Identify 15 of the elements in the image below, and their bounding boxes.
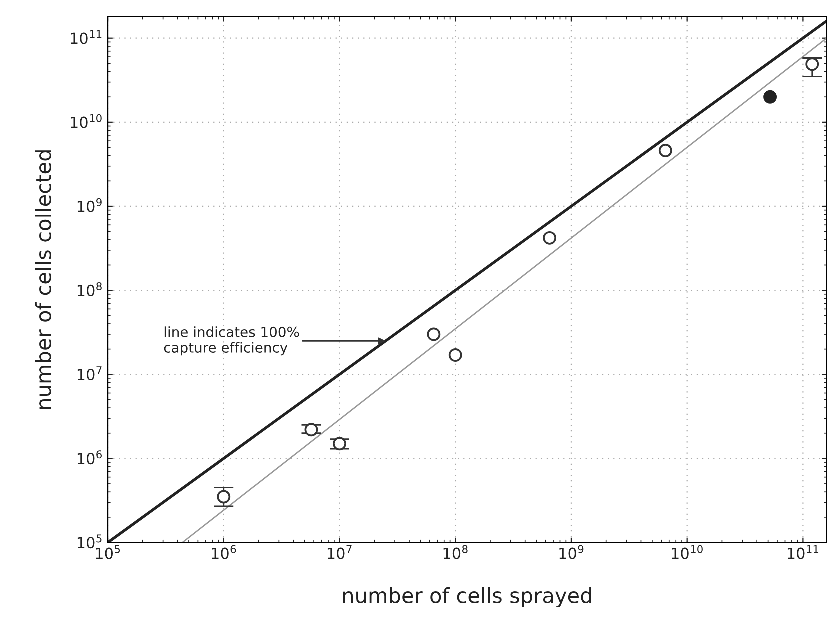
y-tick-label: 10$^{6}$ [78, 450, 102, 465]
y-tick-label: 10$^{11}$ [71, 30, 102, 44]
x-tick-label: 10$^{6}$ [212, 545, 236, 560]
y-axis-title: number of cells collected [35, 150, 52, 410]
annotation: line indicates 100% capture efficiency [164, 326, 300, 356]
x-tick-label: 10$^{10}$ [672, 545, 703, 560]
x-axis-title: number of cells sprayed [343, 587, 592, 608]
x-tick-label: 10$^{8}$ [444, 545, 468, 560]
x-tick-label: 10$^{11}$ [788, 545, 819, 560]
x-tick-label: 10$^{9}$ [560, 545, 584, 560]
y-tick-label: 10$^{8}$ [78, 282, 102, 296]
y-tick-label: 10$^{10}$ [71, 114, 102, 128]
y-tick-label: 10$^{7}$ [78, 366, 102, 381]
x-tick-label: 10$^{7}$ [328, 545, 352, 560]
y-tick-label: 10$^{9}$ [78, 198, 102, 212]
